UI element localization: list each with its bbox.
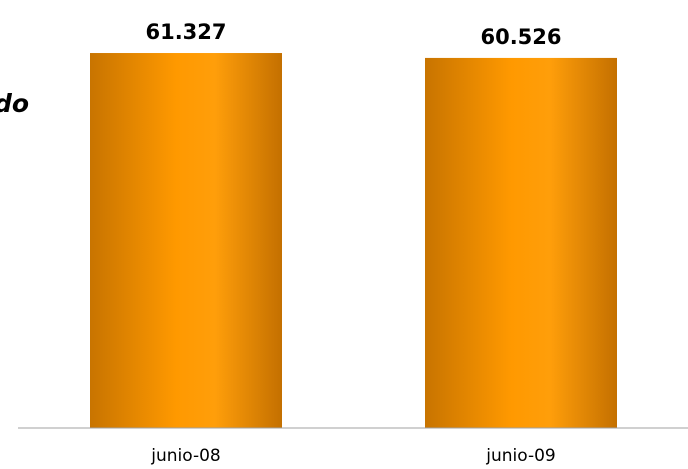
bar-junio-08 xyxy=(90,53,282,428)
category-label-junio-08: junio-08 xyxy=(150,446,220,466)
bars-group xyxy=(90,53,617,428)
data-label-junio-08: 61.327 xyxy=(145,20,226,44)
bar-junio-09 xyxy=(425,57,617,428)
clipped-title-fragment: do xyxy=(0,89,29,118)
data-label-junio-09: 60.526 xyxy=(480,25,561,49)
category-labels-group: junio-08 junio-09 xyxy=(150,446,555,466)
data-labels-group: 61.327 60.526 xyxy=(145,20,561,49)
category-label-junio-09: junio-09 xyxy=(485,446,555,466)
